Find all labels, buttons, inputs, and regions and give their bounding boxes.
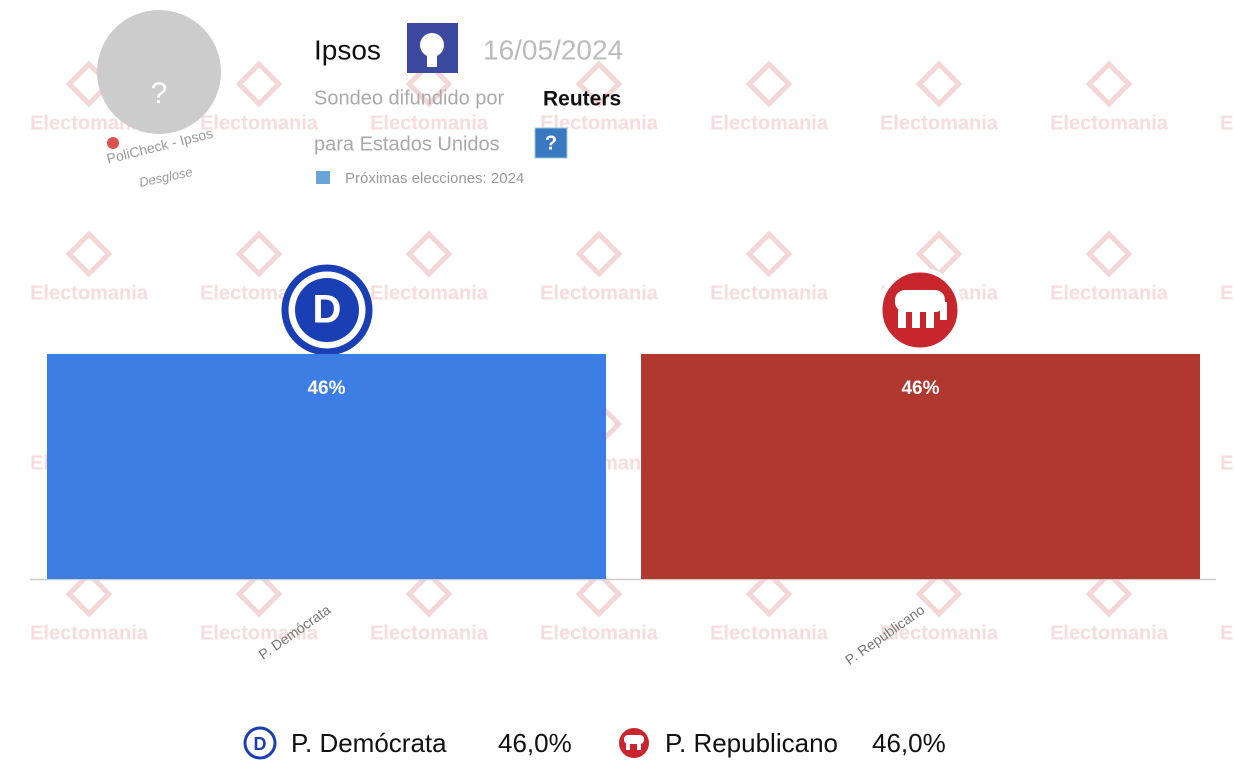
legend-icon-dem: D [243,726,277,760]
legend-value: 46,0% [498,728,572,758]
watermark-text: Electomania [1050,112,1169,134]
watermark-icon [915,570,963,618]
watermark-icon [575,230,623,278]
watermark-text: Electomania [540,282,659,304]
value-label: 46% [307,378,345,399]
watermark-icon [1085,570,1133,618]
badge-icon [107,137,119,149]
date: 16/05/2024 [483,34,623,65]
avatar-text: ? [151,77,168,110]
watermark-text: Electomania [880,112,999,134]
pollster-logo-head [420,33,444,57]
watermark-icon [235,570,283,618]
watermark-text: Electomania [200,622,319,644]
sponsor: Reuters [543,88,621,111]
watermark-text: Electomania [30,282,149,304]
watermark-text: Electomania [540,622,659,644]
bar [641,354,1200,579]
region-flag [534,127,568,159]
watermark-icon [405,570,453,618]
watermark-icon [405,60,453,108]
svg-text:D: D [254,734,267,754]
watermark-icon [235,60,283,108]
watermark-icon [1085,60,1133,108]
watermark-text: Electomania [710,112,829,134]
region-flag-mark: ? [545,132,557,154]
watermark-icon [1085,230,1133,278]
legend-icon-rep [619,728,649,758]
ballot-icon [316,171,330,184]
sponsor-prefix: Sondeo difundido por [314,87,504,109]
watermark-text: Electomania [1220,112,1234,134]
avatar [97,10,221,134]
watermark-text: Electomania [1220,622,1234,644]
watermark-text: Electomania [1050,282,1169,304]
watermark-text: Electomania [30,622,149,644]
watermark-icon [405,230,453,278]
svg-text:D: D [313,288,342,332]
watermark-icon [65,570,113,618]
rep-logo [877,267,963,353]
value-label: 46% [901,378,939,399]
watermark-text: Electomania [540,112,659,134]
legend-value: 46,0% [872,728,946,758]
bar [47,354,606,579]
watermark-text: Electomania [1220,282,1234,304]
watermark-icon [575,60,623,108]
region: para Estados Unidos [314,133,500,155]
watermark-icon [745,60,793,108]
next-election: Próximas elecciones: 2024 [345,170,524,187]
watermark-text: Electomania [710,282,829,304]
pollster-logo-neck [427,55,437,67]
watermark-icon [575,570,623,618]
legend-name: P. Republicano [665,728,838,758]
legend-name: P. Demócrata [291,728,447,758]
watermark-icon [745,570,793,618]
watermark-text: Electomania [200,112,319,134]
watermark-text: Electomania [370,112,489,134]
watermark-text: Electomania [1050,622,1169,644]
watermark-text: Electomania [370,282,489,304]
watermark-icon [65,230,113,278]
dem-logo: D [281,264,373,356]
breakdown-link[interactable]: Desglose [138,164,194,190]
pollster: Ipsos [314,34,381,65]
watermark-icon [915,230,963,278]
watermark-icon [235,230,283,278]
watermark-icon [915,60,963,108]
watermark-text: Electomania [1220,452,1234,474]
watermark-icon [745,230,793,278]
watermark-text: Electomania [370,622,489,644]
watermark-text: Electomania [710,622,829,644]
watermark-text: Electomania [880,622,999,644]
